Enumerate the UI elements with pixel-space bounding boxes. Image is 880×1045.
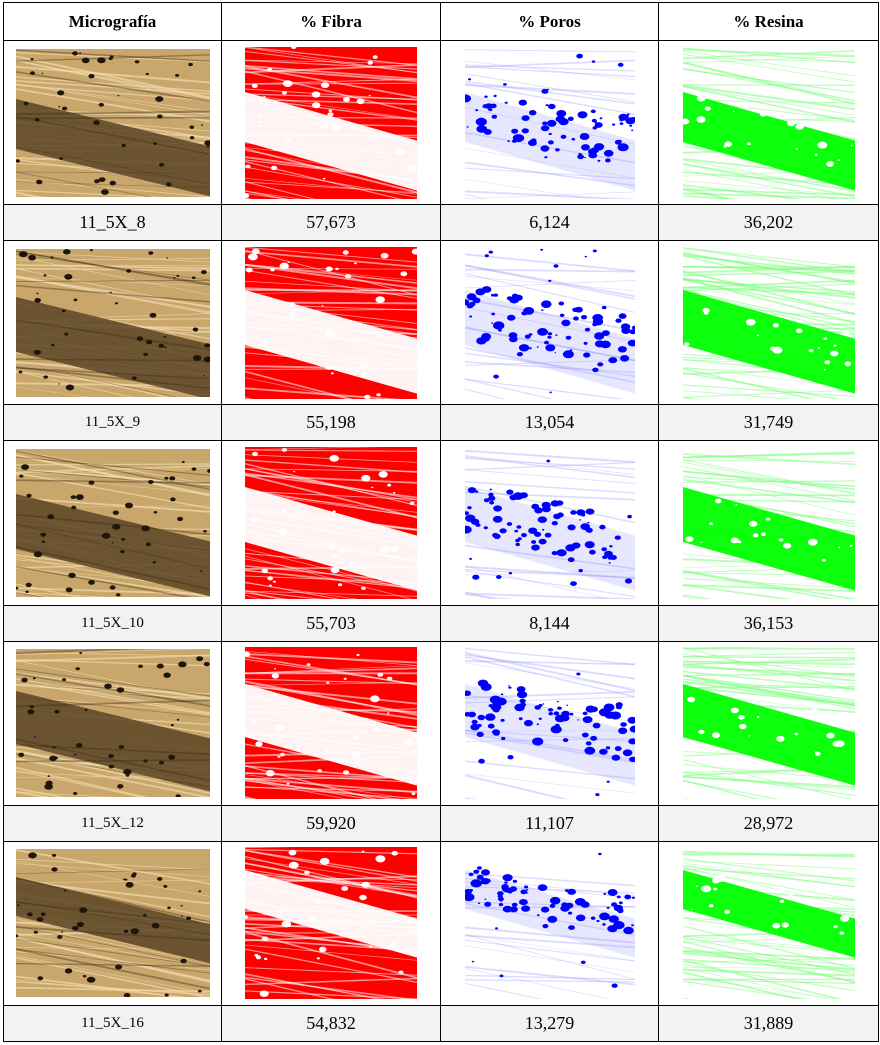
poros-map-cell [440, 840, 659, 1006]
micrograph-cell [3, 840, 222, 1006]
resina-value: 31,749 [658, 404, 879, 442]
sample-name: 11_5X_10 [3, 604, 222, 642]
resina-map-image [682, 246, 855, 399]
poros-value: 8,144 [440, 604, 659, 642]
poros-map-image [464, 647, 635, 800]
image-row [3, 840, 879, 1006]
value-row: 11_5X_16 54,832 13,279 31,889 [3, 1004, 879, 1043]
micrograph-cell [3, 40, 222, 206]
poros-value: 11,107 [440, 804, 659, 842]
micrograph-cell [3, 640, 222, 806]
fibra-map-image [245, 446, 417, 599]
fibra-map-image [245, 847, 417, 1000]
poros-map-cell [440, 240, 659, 406]
header-poros: % Poros [440, 1, 659, 42]
sample-name: 11_5X_8 [3, 204, 222, 242]
poros-map-image [464, 446, 635, 599]
fibra-map-image [245, 46, 417, 199]
poros-map-image [464, 246, 635, 399]
sample-name: 11_5X_9 [3, 404, 222, 442]
micrograph-cell [3, 440, 222, 606]
resina-map-cell [658, 640, 879, 806]
fibra-value: 55,703 [221, 604, 441, 642]
resina-value: 28,972 [658, 804, 879, 842]
poros-map-cell [440, 440, 659, 606]
resina-value: 36,153 [658, 604, 879, 642]
resina-map-image [682, 847, 855, 1000]
poros-value: 13,054 [440, 404, 659, 442]
resina-map-image [682, 46, 855, 199]
fibra-value: 55,198 [221, 404, 441, 442]
resina-map-cell [658, 40, 879, 206]
sample-name: 11_5X_12 [3, 804, 222, 842]
results-table: Micrografía % Fibra % Poros % Resina 11_… [3, 1, 879, 1043]
header-micrografia: Micrografía [3, 1, 222, 42]
resina-map-cell [658, 440, 879, 606]
micrograph-image [15, 448, 210, 597]
resina-map-image [682, 446, 855, 599]
fibra-map-cell [221, 440, 441, 606]
poros-map-image [464, 847, 635, 1000]
value-row: 11_5X_9 55,198 13,054 31,749 [3, 404, 879, 442]
fibra-map-cell [221, 640, 441, 806]
fibra-value: 57,673 [221, 204, 441, 242]
fibra-map-cell [221, 840, 441, 1006]
micrograph-image [15, 649, 210, 798]
resina-map-cell [658, 240, 879, 406]
poros-map-cell [440, 40, 659, 206]
poros-map-image [464, 46, 635, 199]
image-row [3, 440, 879, 606]
resina-value: 31,889 [658, 1004, 879, 1043]
fibra-map-image [245, 246, 417, 399]
resina-map-image [682, 647, 855, 800]
image-row [3, 40, 879, 206]
header-fibra: % Fibra [221, 1, 441, 42]
poros-value: 13,279 [440, 1004, 659, 1043]
header-row: Micrografía % Fibra % Poros % Resina [3, 1, 879, 42]
micrograph-image [15, 248, 210, 397]
micrograph-image [15, 849, 210, 998]
header-resina: % Resina [658, 1, 879, 42]
value-row: 11_5X_12 59,920 11,107 28,972 [3, 804, 879, 842]
fibra-value: 59,920 [221, 804, 441, 842]
value-row: 11_5X_8 57,673 6,124 36,202 [3, 204, 879, 242]
micrograph-image [15, 48, 210, 197]
value-row: 11_5X_10 55,703 8,144 36,153 [3, 604, 879, 642]
fibra-map-image [245, 647, 417, 800]
fibra-map-cell [221, 240, 441, 406]
sample-name: 11_5X_16 [3, 1004, 222, 1043]
image-row [3, 640, 879, 806]
poros-value: 6,124 [440, 204, 659, 242]
resina-value: 36,202 [658, 204, 879, 242]
image-row [3, 240, 879, 406]
micrograph-cell [3, 240, 222, 406]
resina-map-cell [658, 840, 879, 1006]
fibra-value: 54,832 [221, 1004, 441, 1043]
fibra-map-cell [221, 40, 441, 206]
poros-map-cell [440, 640, 659, 806]
